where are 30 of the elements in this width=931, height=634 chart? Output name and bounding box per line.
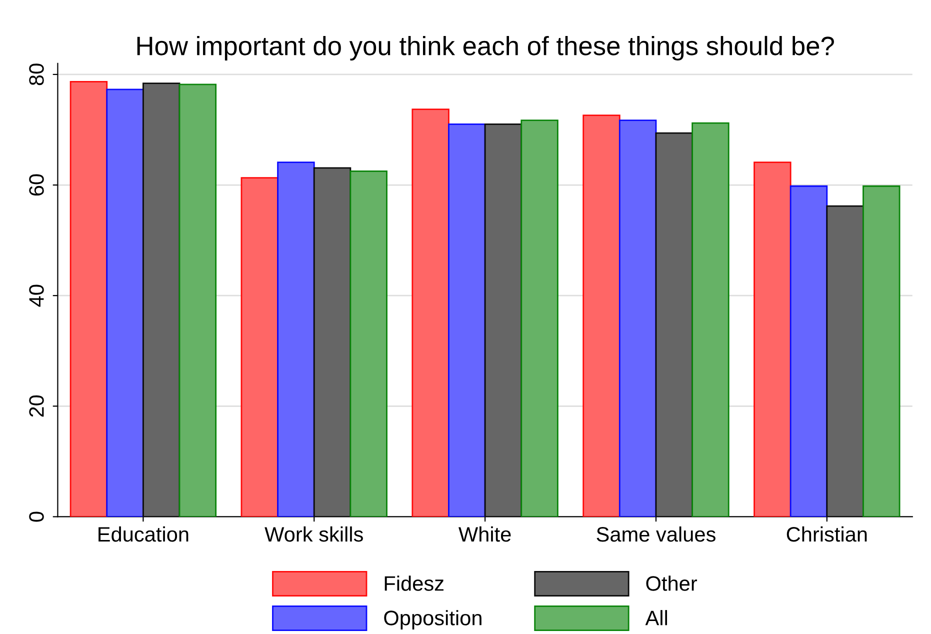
bar: [70, 80, 108, 517]
legend-label: Other: [646, 576, 698, 591]
x-tick-label: Education: [98, 526, 188, 542]
bar: [692, 122, 730, 517]
bar: [754, 162, 792, 517]
x-tick-label: Same values: [596, 526, 716, 542]
y-tick-label: 60: [29, 174, 44, 196]
legend-label: All: [645, 610, 668, 626]
bar: [350, 170, 388, 517]
bar: [412, 108, 450, 517]
bar: [618, 120, 657, 517]
x-tick-label: White: [458, 526, 511, 542]
legend-label: Fidesz: [384, 576, 444, 591]
legend-label: Opposition: [384, 610, 482, 630]
bar: [240, 177, 278, 517]
bar: [178, 84, 217, 517]
y-tick-label: 0: [29, 512, 44, 522]
bar: [582, 114, 620, 517]
bar: [277, 162, 315, 517]
bar: [862, 185, 900, 517]
bar: [106, 88, 144, 517]
bar: [520, 120, 558, 517]
x-tick-label: Christian: [786, 526, 867, 542]
bar: [790, 185, 828, 517]
x-tick-label: Work skills: [264, 526, 363, 542]
y-tick-label: 80: [29, 64, 44, 86]
bar: [448, 124, 486, 517]
y-tick-label: 20: [29, 395, 44, 417]
y-tick-label: 40: [29, 284, 44, 307]
chart-title: How important do you think each of these things should be?: [137, 36, 834, 61]
